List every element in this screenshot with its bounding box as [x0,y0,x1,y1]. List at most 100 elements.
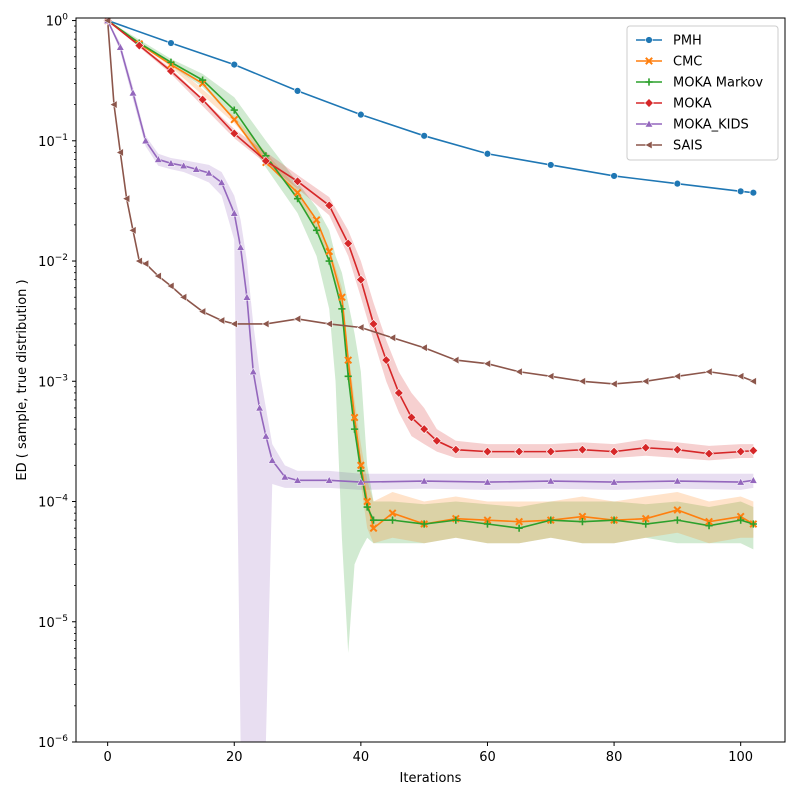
point-cmc [483,516,492,525]
legend-box [626,25,779,161]
point-moka [197,94,208,105]
line-pmh [107,19,754,194]
point-moka [324,200,335,211]
point-cmc [293,188,302,197]
point-moka-kids [179,161,188,170]
legend-marker [644,140,653,150]
point-moka-markov [705,522,713,530]
point-moka-kids [204,168,214,177]
y-tick-label: 100 [46,13,69,30]
legend-item-moka-markov: MOKA Markov [636,76,763,91]
markers-moka-kids [103,18,758,486]
legend-label: MOKA Markov [673,76,763,91]
point-moka-markov [350,425,359,433]
band-moka-markov [107,20,754,653]
point-sais [261,319,270,329]
point-moka-kids [280,472,290,481]
x-axis: 0 20 40 60 80 100 [104,742,753,765]
x-tick-label: 60 [479,750,496,765]
point-moka-markov [167,58,175,66]
plot-frame [75,17,786,743]
markers-moka-markov [104,18,757,532]
point-cmc [350,413,359,422]
point-sais [514,367,523,376]
legend-item-moka-kids: MOKA_KIDS [636,118,749,133]
point-cmc [325,247,334,256]
point-moka [406,412,417,423]
point-moka-kids [242,292,252,301]
point-moka-kids [192,164,201,173]
point-moka-kids [736,477,745,486]
legend-label: SAIS [673,139,702,154]
point-moka-markov [357,467,365,475]
point-sais [578,377,586,386]
point-cmc [312,215,321,224]
point-sais [122,194,130,203]
point-sais [451,355,460,365]
point-cmc [673,506,682,514]
point-pmh [420,132,428,140]
point-moka [166,66,176,76]
point-sais [134,256,143,266]
point-moka [545,446,556,457]
point-moka [134,40,145,51]
point-cmc [736,512,745,521]
legend-item-moka: MOKA [636,97,712,112]
line-moka-kids [106,20,754,483]
point-moka [748,445,759,456]
point-moka-markov [420,520,428,528]
point-cmc [230,115,239,124]
markers-pmh [103,18,758,197]
point-moka-markov [363,503,371,511]
point-moka-markov [610,516,618,524]
legend-label: CMC [673,55,702,70]
point-moka-markov [325,257,333,265]
point-cmc [356,461,365,470]
point-sais [749,377,757,386]
point-pmh [230,60,238,69]
point-moka-markov [344,372,352,380]
point-moka [261,156,271,166]
point-moka-markov [369,516,378,524]
point-sais [483,359,491,368]
point-sais [609,379,618,389]
legend-marker [644,119,654,128]
point-moka-kids [324,476,334,484]
point-moka [394,388,404,398]
point-moka [450,444,461,455]
legend-marker [645,57,653,65]
legend-marker [644,98,654,108]
point-pmh [673,179,682,188]
point-moka [672,444,683,455]
point-pmh [749,189,758,197]
x-tick-label: 20 [226,750,243,765]
point-moka-kids [255,403,264,412]
point-cmc [369,524,378,533]
point-moka-markov [388,516,397,524]
point-sais [546,372,555,381]
legend-item-sais: SAIS [636,139,702,154]
point-moka-kids [749,476,758,484]
markers-sais [103,18,757,389]
legend: PMH CMC MOKA Markov MOKA MOKA_KIDS SAIS [626,25,779,161]
point-moka [292,176,303,187]
point-sais [293,314,301,324]
point-moka-kids [249,367,258,376]
point-cmc [641,514,650,523]
point-moka-markov [312,226,321,234]
point-cmc [515,517,524,526]
point-cmc [578,512,587,521]
point-moka-kids [356,477,366,486]
point-moka-kids [483,477,492,486]
legend-label: PMH [673,34,702,49]
point-moka-markov [483,520,492,528]
point-moka-kids [141,136,150,145]
point-sais [109,100,118,109]
point-moka [432,435,442,446]
point-sais [141,259,149,268]
point-moka-kids [116,42,125,51]
legend-marker [645,78,653,86]
point-sais [179,293,187,302]
point-moka [356,274,366,285]
point-sais [153,271,162,281]
